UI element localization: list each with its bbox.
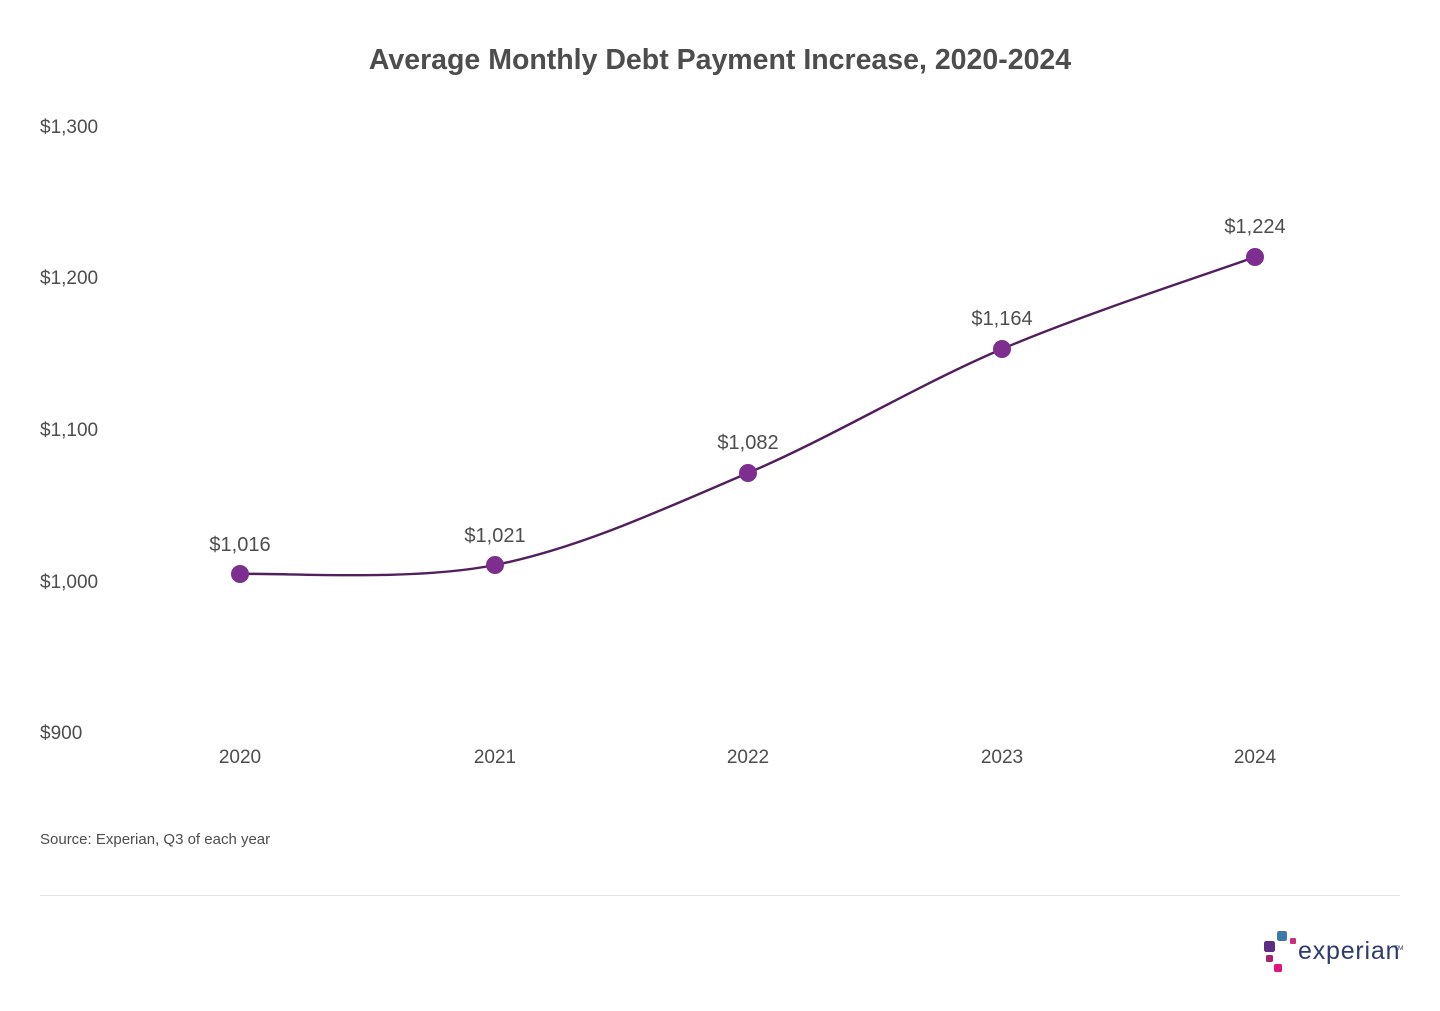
- svg-text:$1,000: $1,000: [40, 572, 98, 593]
- svg-text:2024: 2024: [1234, 747, 1277, 768]
- svg-text:$1,021: $1,021: [464, 525, 525, 547]
- svg-text:TM: TM: [1394, 945, 1403, 952]
- svg-text:2020: 2020: [219, 747, 261, 768]
- svg-text:2021: 2021: [474, 747, 516, 768]
- svg-text:2023: 2023: [981, 747, 1023, 768]
- svg-text:$1,200: $1,200: [40, 268, 98, 289]
- svg-text:$900: $900: [40, 723, 82, 744]
- svg-text:experian: experian: [1298, 937, 1400, 965]
- svg-text:$1,016: $1,016: [209, 534, 270, 556]
- svg-text:$1,300: $1,300: [40, 117, 98, 138]
- svg-text:$1,164: $1,164: [971, 308, 1032, 330]
- svg-text:$1,224: $1,224: [1224, 216, 1285, 238]
- svg-text:$1,082: $1,082: [717, 432, 778, 454]
- svg-text:$1,100: $1,100: [40, 420, 98, 441]
- svg-text:2022: 2022: [727, 747, 769, 768]
